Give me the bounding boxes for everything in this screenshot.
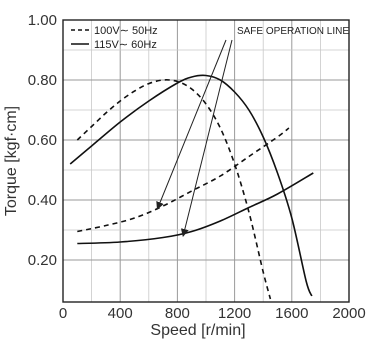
safe-operation-label: SAFE OPERATION LINE xyxy=(237,26,349,37)
grid xyxy=(63,20,349,302)
x-tick-label: 1200 xyxy=(218,305,251,322)
x-tick-label: 800 xyxy=(165,305,190,322)
y-tick-label: 0.80 xyxy=(28,72,57,89)
x-tick-label: 1600 xyxy=(275,305,308,322)
safe-operation-annotation: SAFE OPERATION LINE xyxy=(156,26,349,237)
x-tick-label: 0 xyxy=(59,305,67,322)
series-line-torque-100v-50hz xyxy=(76,79,272,300)
x-tick-label: 2000 xyxy=(332,305,365,322)
x-axis-title: Speed [r/min] xyxy=(150,322,245,339)
legend: 100V∼ 50Hz 115V∼ 60Hz xyxy=(71,25,158,51)
legend-label-100v-50hz: 100V∼ 50Hz xyxy=(94,25,158,37)
x-tick-label: 400 xyxy=(108,305,133,322)
series-line-safe-operation-line-115v-60hz xyxy=(77,172,314,245)
series-line-torque-115v-60hz xyxy=(69,74,313,297)
annotation-arrows xyxy=(156,39,233,237)
plot-frame xyxy=(62,19,350,303)
y-tick-label: 0.20 xyxy=(28,252,57,269)
series-line-safe-operation-line-100v-50hz xyxy=(77,127,290,233)
y-tick-label: 0.40 xyxy=(28,192,57,209)
tick-labels: 0 400 800 1200 1600 2000 0.20 0.40 0.60 0.80 1.00 xyxy=(28,12,366,322)
legend-label-115v-60hz: 115V∼ 60Hz xyxy=(94,39,157,51)
y-tick-label: 0.60 xyxy=(28,132,57,149)
annotation-arrow xyxy=(156,39,227,210)
series-group xyxy=(69,74,314,300)
y-tick-label: 1.00 xyxy=(28,12,57,29)
y-axis-title: Torque [kgf·cm] xyxy=(3,106,20,216)
annotation-arrow xyxy=(180,39,233,237)
plot-border xyxy=(62,19,350,303)
